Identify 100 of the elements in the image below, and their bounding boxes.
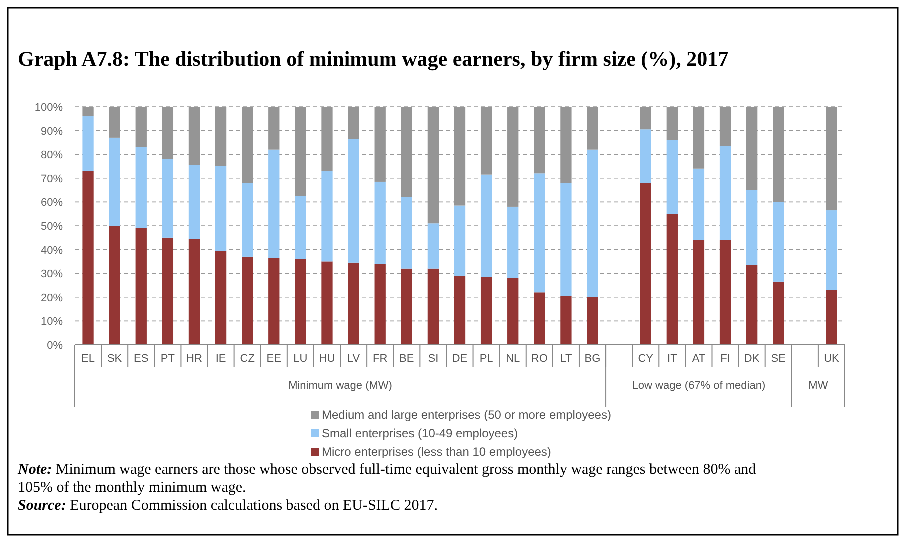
bar xyxy=(587,297,598,345)
bar xyxy=(508,206,519,278)
bar xyxy=(82,116,94,172)
x-tick-label: CY xyxy=(638,353,654,365)
x-tick-label: DK xyxy=(744,353,760,365)
bar xyxy=(136,228,147,345)
bar xyxy=(773,202,784,282)
x-tick-label: IE xyxy=(216,353,226,365)
bar xyxy=(109,138,120,226)
bar xyxy=(268,150,280,258)
y-tick-label: 90% xyxy=(40,126,64,138)
bar xyxy=(188,165,200,240)
x-tick-label: DE xyxy=(452,353,468,365)
x-tick-label: PL xyxy=(480,353,494,365)
bar xyxy=(242,183,254,257)
bar xyxy=(242,256,254,345)
x-tick-label: EL xyxy=(82,353,96,365)
bar xyxy=(826,210,838,290)
text: Note: Minimum wage earners are those whose observed full-time equivalent gross monthly wage ranges between 80% and 105% of the monthly minimum wage. xyxy=(17,462,757,496)
bar xyxy=(587,150,598,298)
y-tick-label: 30% xyxy=(40,268,64,281)
bar xyxy=(109,226,120,345)
y-tick-label: 70% xyxy=(40,173,64,186)
bar xyxy=(640,183,652,345)
x-tick-label: AT xyxy=(692,353,706,365)
bar xyxy=(401,268,412,345)
bar xyxy=(322,262,333,345)
bar xyxy=(720,240,732,345)
y-tick-label: 60% xyxy=(40,197,64,210)
x-tick-label: BE xyxy=(400,353,414,365)
text: Minimum wage (MW) xyxy=(288,380,392,392)
x-tick-label: SE xyxy=(771,353,786,365)
bar xyxy=(348,139,360,263)
x-tick-label: SK xyxy=(107,353,123,365)
chart-title: Graph A7.8: The distribution of minimum wage earners, by firm size (%), 2017 xyxy=(18,47,729,71)
source-note: Source: European Commission calculations based on EU-SILC 2017. xyxy=(18,498,438,514)
x-tick-label: UK xyxy=(824,353,840,365)
bar xyxy=(374,264,386,345)
x-tick-label: LU xyxy=(294,353,308,365)
y-tick-label: 100% xyxy=(34,102,64,114)
x-tick-label: LT xyxy=(560,353,572,365)
bar xyxy=(534,174,546,293)
y-tick-label: 50% xyxy=(40,221,64,233)
x-tick-label: IT xyxy=(668,353,678,365)
bar xyxy=(428,224,440,269)
x-tick-label: SI xyxy=(428,353,439,365)
bar xyxy=(348,262,360,345)
bar xyxy=(82,171,94,345)
legend-label: Micro enterprises (less than 10 employees) xyxy=(322,445,552,459)
y-tick-label: 0% xyxy=(47,340,64,352)
bar xyxy=(693,168,705,240)
bar xyxy=(534,292,546,345)
bar xyxy=(215,166,227,251)
bar xyxy=(720,146,732,240)
x-tick-label: RO xyxy=(531,353,548,365)
bar xyxy=(215,250,227,345)
x-tick-label: CZ xyxy=(240,353,256,365)
x-tick-label: EE xyxy=(266,353,282,365)
bar xyxy=(773,282,784,345)
bar xyxy=(295,196,306,260)
x-tick-label: BG xyxy=(584,353,601,365)
bar xyxy=(666,214,678,345)
y-tick-label: 20% xyxy=(40,292,64,304)
bar xyxy=(268,258,280,345)
bar xyxy=(560,296,572,345)
bar xyxy=(560,183,572,296)
x-tick-label: HU xyxy=(319,353,336,365)
bar xyxy=(454,276,466,345)
bar xyxy=(746,190,758,266)
bar xyxy=(295,259,306,345)
bar xyxy=(322,171,333,262)
bar xyxy=(693,240,705,345)
bar xyxy=(162,159,174,238)
bar xyxy=(454,206,466,276)
x-tick-label: HR xyxy=(186,353,202,365)
bar xyxy=(666,140,678,214)
text: MW xyxy=(808,380,829,392)
legend-label: Small enterprises (10-49 employees) xyxy=(322,426,518,440)
x-tick-label: LV xyxy=(347,353,361,365)
x-tick-label: FI xyxy=(720,353,730,365)
y-tick-label: 80% xyxy=(40,150,64,162)
text: Low wage (67% of median) xyxy=(632,380,766,392)
legend-label: Medium and large enterprises (50 or more employees) xyxy=(322,408,612,422)
bar xyxy=(188,239,200,345)
bar xyxy=(480,174,492,278)
x-tick-label: FR xyxy=(373,353,388,365)
x-tick-label: ES xyxy=(134,353,149,365)
y-tick-label: 40% xyxy=(40,244,64,257)
y-tick-label: 10% xyxy=(40,316,64,328)
bar xyxy=(826,290,838,345)
bar xyxy=(136,147,147,228)
bar xyxy=(374,182,386,264)
bar xyxy=(746,265,758,345)
bar xyxy=(162,238,174,345)
bar xyxy=(508,278,519,345)
bar xyxy=(428,268,440,345)
bar xyxy=(480,277,492,345)
x-tick-label: NL xyxy=(506,353,520,365)
x-tick-label: PT xyxy=(160,353,176,365)
bar xyxy=(401,197,412,269)
